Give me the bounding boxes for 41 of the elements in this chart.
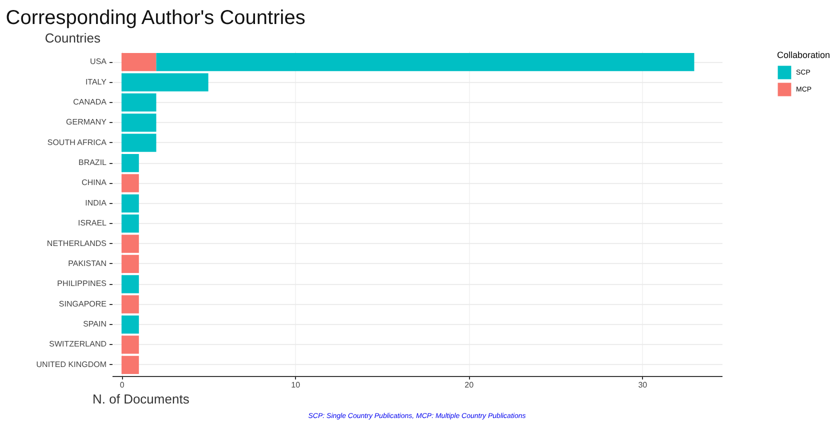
bar — [122, 73, 208, 92]
bar — [122, 254, 139, 274]
y-tick-label: UNITED KINGDOM — [36, 360, 107, 369]
chart-title: Corresponding Author's Countries — [6, 7, 306, 29]
y-tick-label: SOUTH AFRICA — [47, 138, 108, 147]
x-tick-label: 10 — [291, 380, 301, 390]
bar — [122, 53, 156, 72]
y-tick-label: NETHERLANDS — [46, 238, 106, 248]
y-tick-label: ITALY — [85, 77, 108, 86]
bar — [122, 336, 139, 354]
y-tick-label: PHILIPPINES — [57, 279, 106, 288]
bar — [122, 234, 139, 253]
y-tick-label: SPAIN — [83, 320, 107, 329]
bar — [122, 295, 139, 314]
bar — [122, 154, 139, 172]
x-axis-title: N. of Documents — [92, 392, 190, 406]
y-tick-label: INDIA — [85, 198, 108, 208]
y-tick-label: SWITZERLAND — [49, 340, 107, 349]
bar — [122, 315, 139, 334]
bar — [122, 114, 156, 132]
bar — [122, 174, 139, 192]
bar — [122, 93, 156, 112]
x-tick-label: 0 — [120, 380, 125, 390]
bar — [122, 275, 139, 294]
bar — [122, 356, 139, 374]
y-tick-label: CHINA — [82, 178, 108, 188]
legend-title: Collaboration — [777, 50, 830, 60]
bar — [122, 134, 156, 152]
y-tick-label: PAKISTAN — [68, 258, 107, 268]
x-tick-label: 20 — [464, 380, 474, 390]
bar — [122, 214, 139, 233]
y-tick-label: USA — [90, 57, 108, 66]
y-axis-title: Countries — [44, 30, 101, 46]
y-tick-label: ISRAEL — [78, 218, 108, 228]
y-tick-label: SINGAPORE — [58, 299, 106, 308]
y-tick-label: BRAZIL — [78, 158, 108, 168]
bar — [122, 194, 139, 212]
x-tick-label: 30 — [638, 380, 648, 390]
y-tick-label: GERMANY — [66, 118, 108, 127]
bar — [156, 53, 694, 72]
y-tick-label: CANADA — [73, 97, 108, 106]
